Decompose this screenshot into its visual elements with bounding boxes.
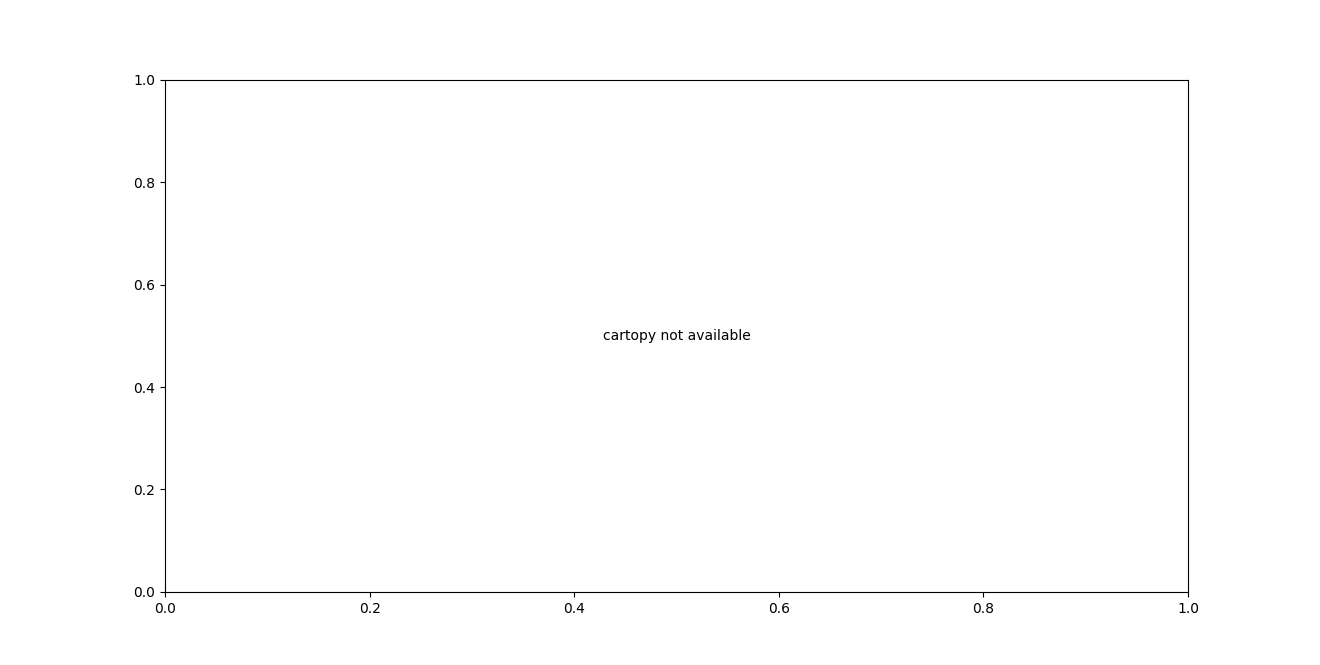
Text: cartopy not available: cartopy not available	[603, 329, 750, 343]
